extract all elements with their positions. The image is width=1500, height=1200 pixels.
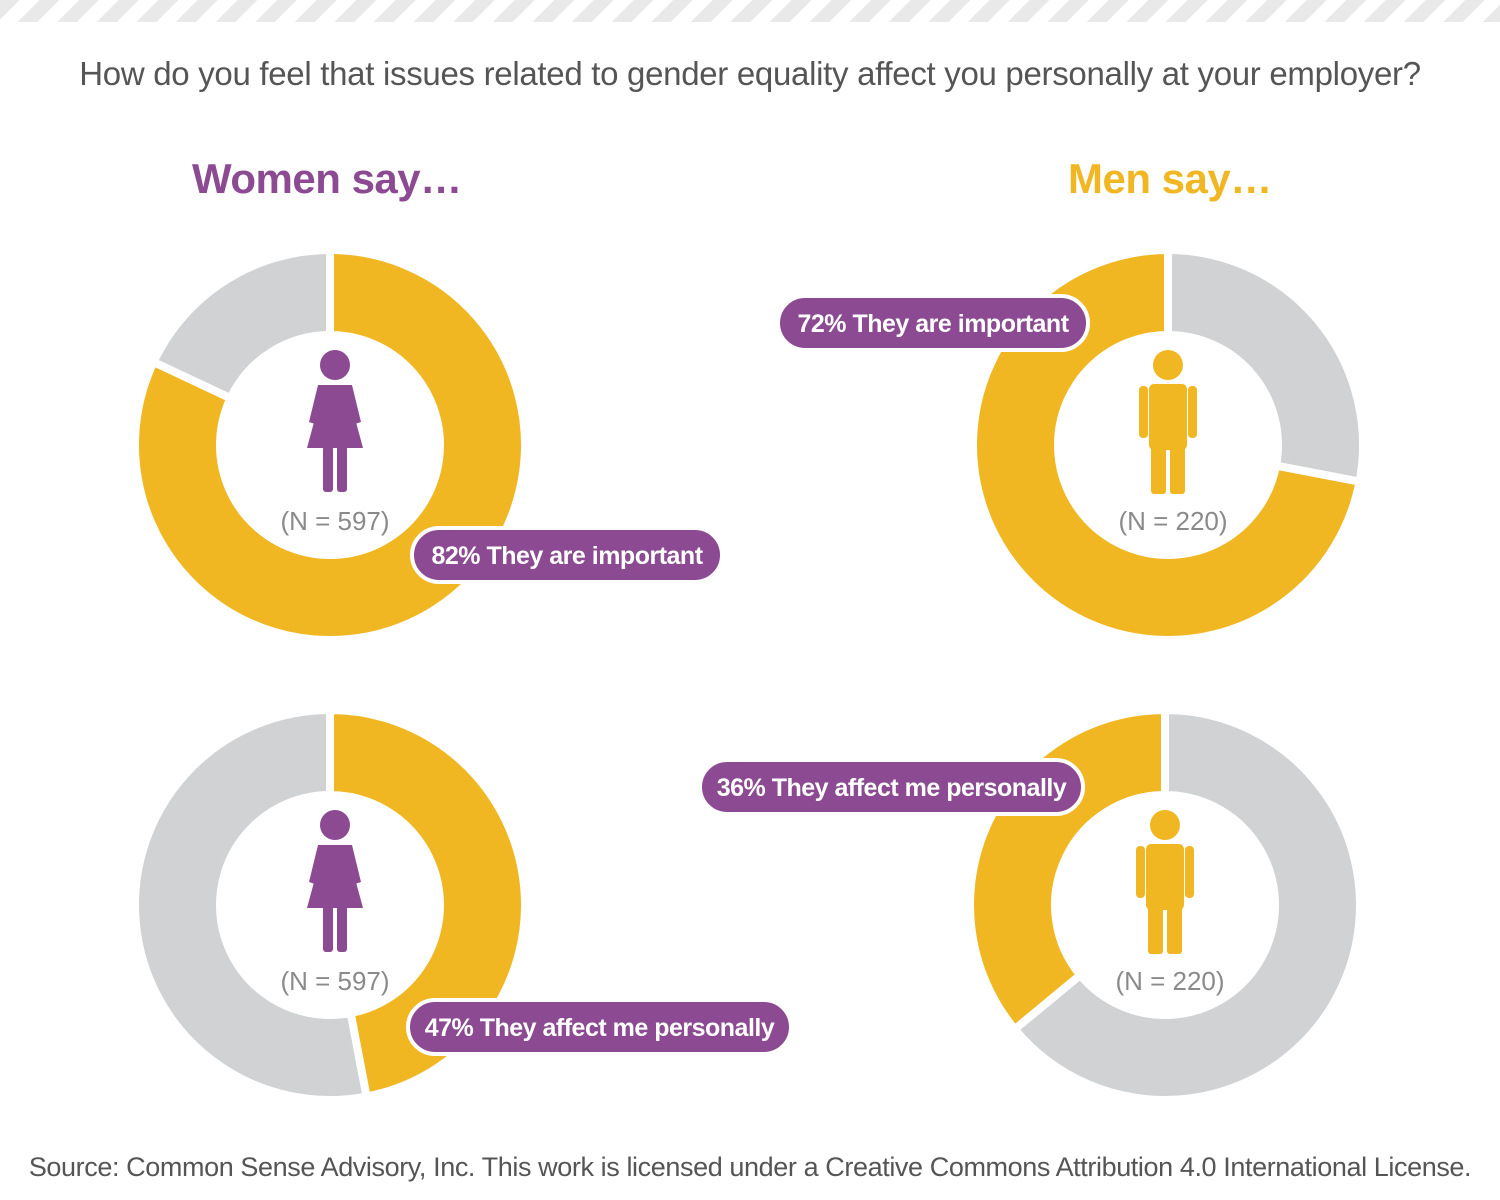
donut-women-3: (N = 597) 47% They affect me personally	[131, 705, 793, 1104]
women-heading: Women say…	[192, 155, 462, 202]
source-note: Source: Common Sense Advisory, Inc. This…	[28, 1152, 1472, 1182]
donut-men-2: (N = 220) 72% They are important	[776, 245, 1367, 644]
value-label: 82% They are important	[431, 542, 703, 570]
donut-men-4: (N = 220) 36% They affect me personally	[698, 705, 1364, 1104]
value-label-pill	[698, 758, 1085, 816]
donut-remainder-segment	[1164, 245, 1367, 487]
man-icon	[1136, 810, 1194, 954]
woman-icon	[307, 810, 363, 952]
donut-remainder-segment	[1009, 705, 1364, 1104]
value-label-pill	[776, 294, 1090, 352]
sample-size-label: (N = 220)	[1118, 506, 1227, 536]
men-heading: Men say…	[1068, 155, 1272, 202]
donut-remainder-segment	[148, 245, 334, 404]
man-icon	[1139, 350, 1197, 494]
value-label-pill	[410, 526, 724, 584]
chart-question: How do you feel that issues related to g…	[79, 55, 1421, 92]
value-label: 36% They affect me personally	[717, 774, 1067, 802]
value-label-pill	[406, 998, 793, 1056]
sample-size-label: (N = 597)	[280, 506, 389, 536]
header-stripe	[0, 0, 1500, 22]
value-label: 72% They are important	[797, 310, 1069, 338]
donut-remainder-segment	[131, 705, 372, 1104]
donut-women-1: (N = 597) 82% They are important	[131, 245, 724, 644]
woman-icon	[307, 350, 363, 492]
value-label: 47% They affect me personally	[425, 1014, 775, 1042]
sample-size-label: (N = 597)	[280, 966, 389, 996]
sample-size-label: (N = 220)	[1115, 966, 1224, 996]
